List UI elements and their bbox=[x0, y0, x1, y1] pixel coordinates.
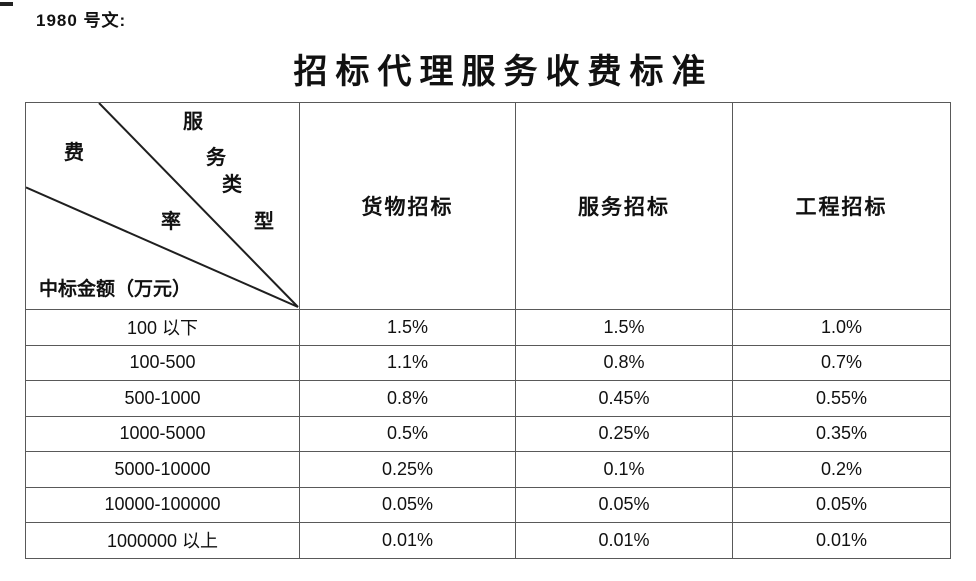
table-row: 1000000 以上 0.01% 0.01% 0.01% bbox=[25, 522, 951, 559]
row-label: 1000000 以上 bbox=[25, 522, 300, 559]
rate-cell: 0.05% bbox=[732, 486, 951, 523]
page-title: 招标代理服务收费标准 bbox=[293, 54, 714, 91]
rate-cell: 0.1% bbox=[515, 451, 733, 488]
rate-cell: 0.45% bbox=[515, 380, 733, 417]
table-row: 100 以下 1.5% 1.5% 1.0% bbox=[25, 309, 951, 346]
row-label: 100 以下 bbox=[25, 309, 300, 346]
fee-char: 费 bbox=[64, 142, 84, 164]
table-row: 10000-100000 0.05% 0.05% 0.05% bbox=[25, 486, 951, 523]
scan-artifact bbox=[0, 2, 13, 6]
doc-number: 1980 号文: bbox=[36, 11, 127, 30]
rate-cell: 1.5% bbox=[515, 309, 733, 346]
diagonal-lines bbox=[26, 103, 299, 308]
rate-cell: 0.25% bbox=[299, 451, 516, 488]
rate-char: 率 bbox=[161, 211, 181, 233]
rate-cell: 0.25% bbox=[515, 415, 733, 452]
row-label: 100-500 bbox=[25, 344, 300, 381]
service-type-char-4: 型 bbox=[254, 211, 274, 233]
rate-cell: 0.7% bbox=[732, 344, 951, 381]
rate-cell: 0.01% bbox=[732, 522, 951, 559]
column-header-services: 服务招标 bbox=[515, 102, 733, 310]
table-row: 500-1000 0.8% 0.45% 0.55% bbox=[25, 380, 951, 417]
fee-table: 服 务 类 型 费 率 中标金额（万元） 货物招标 服务招标 工程招标 100 … bbox=[25, 102, 951, 559]
rate-cell: 0.05% bbox=[515, 486, 733, 523]
row-label: 10000-100000 bbox=[25, 486, 300, 523]
rate-cell: 0.2% bbox=[732, 451, 951, 488]
table-row: 100-500 1.1% 0.8% 0.7% bbox=[25, 344, 951, 381]
service-type-char-3: 类 bbox=[222, 174, 242, 196]
rate-cell: 1.0% bbox=[732, 309, 951, 346]
rate-cell: 0.8% bbox=[515, 344, 733, 381]
amount-axis-label: 中标金额（万元） bbox=[39, 279, 192, 300]
rate-cell: 0.5% bbox=[299, 415, 516, 452]
table-row: 1000-5000 0.5% 0.25% 0.35% bbox=[25, 415, 951, 452]
header-row: 服 务 类 型 费 率 中标金额（万元） 货物招标 服务招标 工程招标 bbox=[25, 102, 951, 310]
diagonal-header-cell: 服 务 类 型 费 率 中标金额（万元） bbox=[25, 102, 300, 310]
column-header-engineering: 工程招标 bbox=[732, 102, 951, 310]
rate-cell: 0.35% bbox=[732, 415, 951, 452]
service-type-char-1: 服 bbox=[183, 111, 203, 133]
row-label: 500-1000 bbox=[25, 380, 300, 417]
rate-cell: 1.5% bbox=[299, 309, 516, 346]
column-header-goods: 货物招标 bbox=[299, 102, 516, 310]
row-label: 1000-5000 bbox=[25, 415, 300, 452]
row-label: 5000-10000 bbox=[25, 451, 300, 488]
rate-cell: 0.01% bbox=[515, 522, 733, 559]
table-row: 5000-10000 0.25% 0.1% 0.2% bbox=[25, 451, 951, 488]
rate-cell: 0.05% bbox=[299, 486, 516, 523]
rate-cell: 0.01% bbox=[299, 522, 516, 559]
rate-cell: 1.1% bbox=[299, 344, 516, 381]
rate-cell: 0.8% bbox=[299, 380, 516, 417]
service-type-char-2: 务 bbox=[206, 147, 226, 169]
rate-cell: 0.55% bbox=[732, 380, 951, 417]
